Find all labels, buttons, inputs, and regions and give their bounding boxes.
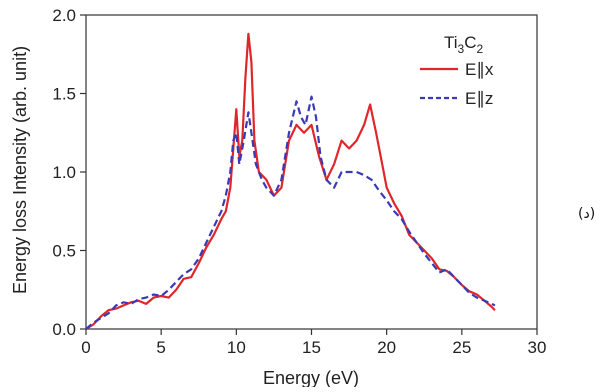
chart-figure: 0 5 10 15 20 25 30 0.0 0.5 1.0 1.5 2.0 Ti3C2 E∥x E∥… xyxy=(10,6,546,388)
y-tick-label: 0.5 xyxy=(52,242,76,261)
x-tick-label: 20 xyxy=(377,338,396,357)
legend: Ti3C2 E∥x E∥z xyxy=(420,33,494,108)
series-line-ez xyxy=(85,95,496,330)
x-tick-label: 5 xyxy=(156,338,165,357)
x-tick-label: 10 xyxy=(227,338,246,357)
chart-svg: 0 5 10 15 20 25 30 0.0 0.5 1.0 1.5 2.0 Ti3C2 E∥x E∥… xyxy=(10,6,546,388)
legend-label-ez: E∥z xyxy=(465,89,493,108)
panel-label: (د) xyxy=(578,206,596,222)
x-tick-label: 15 xyxy=(302,338,321,357)
y-axis-title: Energy loss Intensity (arb. unit) xyxy=(10,46,30,294)
y-tick-label: 1.5 xyxy=(52,85,76,104)
x-tick-label: 30 xyxy=(528,338,547,357)
legend-label-ex: E∥x xyxy=(465,60,494,79)
x-axis-title: Energy (eV) xyxy=(263,368,359,387)
axes: 0 5 10 15 20 25 30 0.0 0.5 1.0 1.5 2.0 xyxy=(52,6,546,357)
x-tick-label: 0 xyxy=(81,338,90,357)
x-tick-label: 25 xyxy=(452,338,471,357)
series-layer xyxy=(85,32,496,330)
y-tick-label: 2.0 xyxy=(52,6,76,25)
legend-title: Ti3C2 xyxy=(444,33,484,56)
y-tick-label: 1.0 xyxy=(52,163,76,182)
y-tick-label: 0.0 xyxy=(52,320,76,339)
series-line-ex xyxy=(85,32,496,330)
